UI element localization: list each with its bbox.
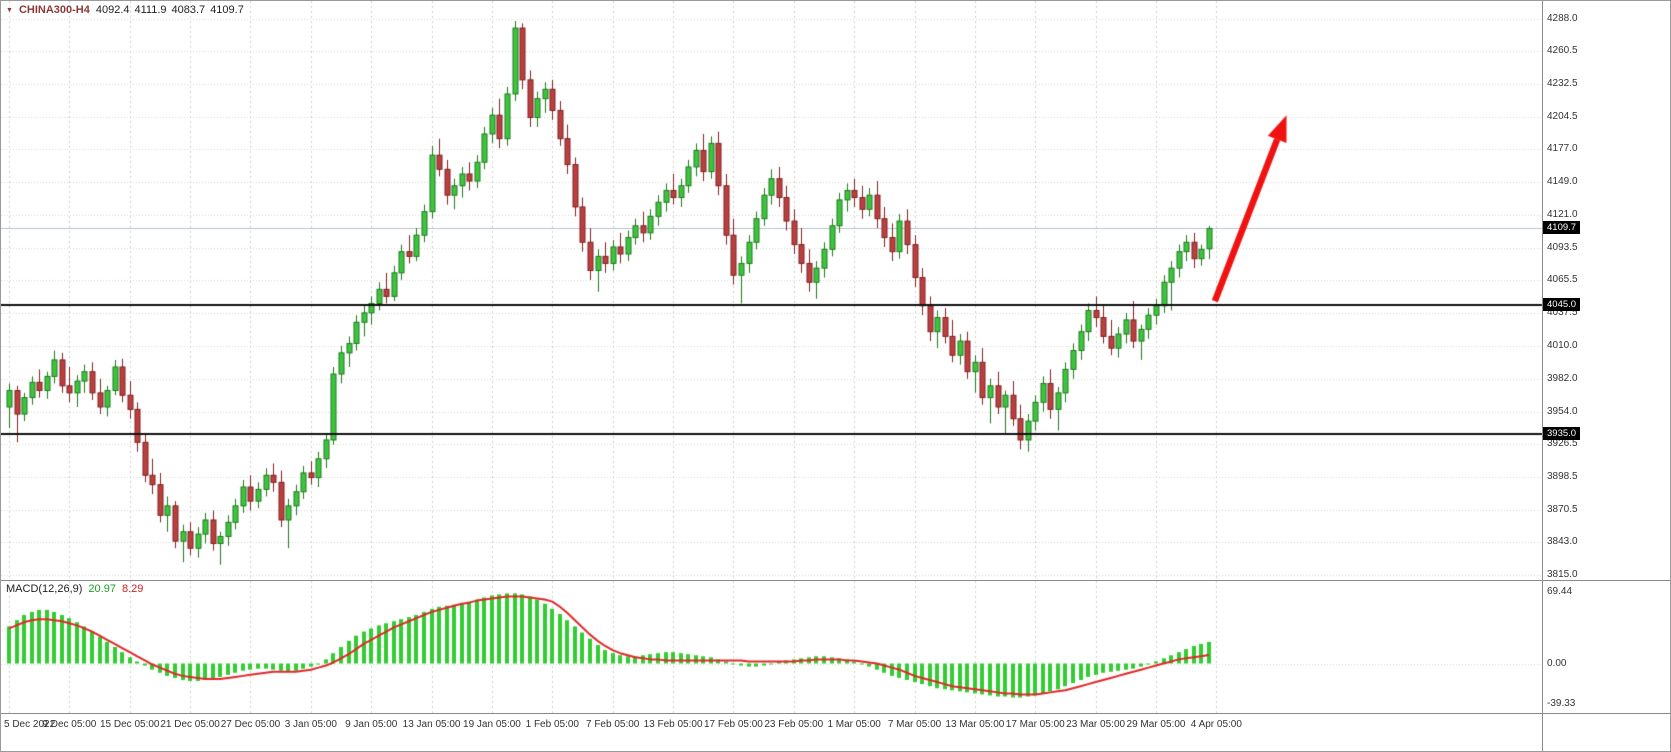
time-axis[interactable]: 5 Dec 2022 9 Dec 05:00 15 Dec 05:00 21 Dec … [1,714,1542,751]
price-axis-label: 4260.5 [1547,45,1578,56]
time-axis-label: 4 Apr 05:00 [1190,719,1242,730]
panel-separator-main-macd [1,580,1670,581]
price-axis-label: 3898.5 [1547,471,1578,483]
price-badge: 3935.0 [1543,427,1581,441]
panel-separator-macd-time [1,713,1670,714]
time-axis-label: 19 Jan 05:00 [463,719,521,730]
symbol-timeframe-label: CHINA300-H4 [18,4,90,16]
ohlc-open: 4092.4 [95,4,130,16]
time-axis-label: 1 Mar 05:00 [827,719,881,730]
price-axis-label: 4121.0 [1547,209,1578,221]
time-axis-label: 7 Feb 05:00 [585,719,640,730]
time-axis-label: 5 Dec 2022 [4,719,56,730]
time-axis-label: 13 Jan 05:00 [402,719,461,730]
time-axis-label: 23 Feb 05:00 [764,719,824,730]
time-axis-label: 21 Dec 05:00 [160,719,220,730]
time-axis-label: 9 Jan 05:00 [345,719,398,730]
price-axis-label: 4093.5 [1547,241,1578,253]
macd-indicator-label: MACD(12,26,9) 20.97 8.29 [6,583,143,595]
time-axis-label: 13 Feb 05:00 [643,719,703,730]
time-axis-label: 1 Feb 05:00 [525,719,579,730]
time-axis-label: 17 Feb 05:00 [703,719,763,730]
price-axis-label: 4204.5 [1547,110,1578,122]
price-axis-label: 4010.0 [1547,339,1578,351]
macd-axis-label: 69.44 [1547,585,1573,597]
price-axis[interactable]: 4288.0 4260.5 4232.5 4204.5 4177.0 4149.0 4121… [1543,1,1670,581]
ohlc-values: 4092.4 4111.9 4083.7 4109.7 [96,4,244,16]
price-axis-label: 3926.5 [1547,438,1578,450]
price-axis-label: 3954.0 [1547,405,1578,417]
price-axis-label: 3843.0 [1547,536,1578,548]
ohlc-high: 4111.9 [134,4,167,16]
price-badge: 4045.0 [1543,297,1581,311]
price-axis-label: 4177.0 [1547,143,1578,155]
price-axis-label: 3815.0 [1547,569,1578,581]
time-axis-label: 3 Jan 05:00 [284,719,337,730]
time-axis-label: 27 Dec 05:00 [220,719,281,730]
ohlc-close: 4109.7 [210,4,244,16]
price-axis-label: 4037.5 [1547,307,1578,319]
axis-separator-vertical [1542,1,1543,751]
macd-axis-label: -39.33 [1547,698,1576,710]
macd-axis[interactable]: 69.44 0.00 -39.33 [1543,580,1670,713]
symbol-dropdown-icon[interactable]: ▼ [6,6,13,14]
macd-axis-label: 0.00 [1547,657,1567,669]
price-axis-label: 4288.0 [1547,12,1578,24]
time-axis-label: 15 Dec 05:00 [99,719,160,730]
ohlc-low: 4083.7 [171,4,206,16]
macd-main-value: 20.97 [88,583,116,595]
price-axis-label: 3982.0 [1547,372,1578,384]
price-axis-label: 4232.5 [1547,77,1578,89]
chart-header: ▼ CHINA300-H4 4092.4 4111.9 4083.7 4109.… [6,4,244,16]
time-axis-label: 9 Dec 05:00 [42,719,97,730]
time-axis-label: 7 Mar 05:00 [887,719,942,730]
price-axis-label: 3870.5 [1547,503,1578,515]
time-axis-label: 23 Mar 05:00 [1066,719,1126,730]
time-axis-label: 29 Mar 05:00 [1126,719,1186,730]
macd-signal-value: 8.29 [121,583,144,595]
time-axis-label: 17 Mar 05:00 [1005,719,1065,730]
price-axis-label: 4065.5 [1547,274,1578,286]
price-badge: 4109.7 [1543,221,1581,235]
time-axis-label: 13 Mar 05:00 [945,719,1005,730]
price-axis-label: 4149.0 [1547,176,1578,188]
macd-name: MACD(12,26,9) [6,583,83,595]
